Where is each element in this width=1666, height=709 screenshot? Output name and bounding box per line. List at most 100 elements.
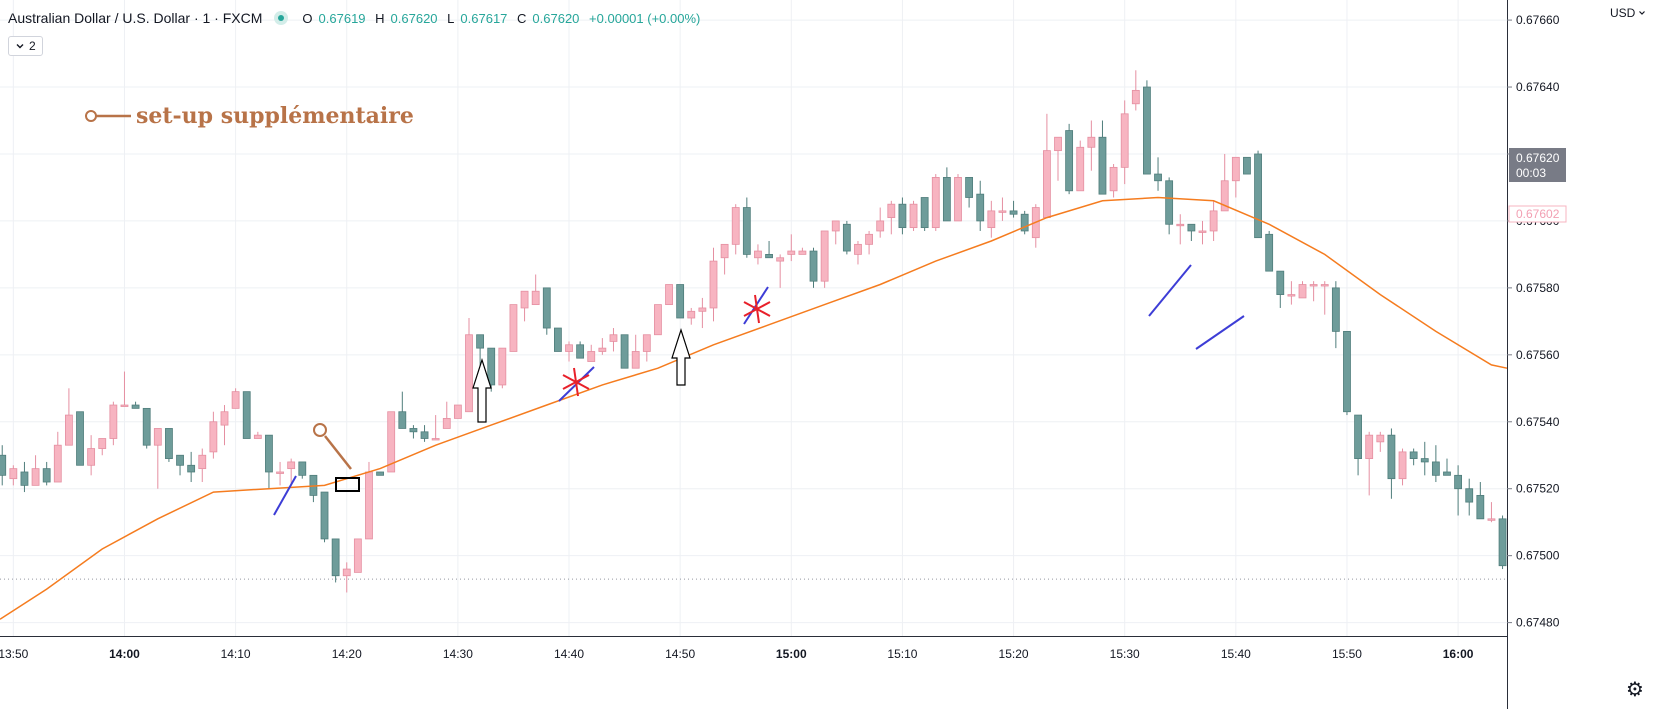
candle-down — [176, 454, 184, 476]
candle-down — [942, 167, 951, 222]
high-value: 0.67620 — [390, 10, 438, 26]
candle-down — [576, 341, 585, 359]
chevron-down-icon — [1639, 11, 1646, 15]
candle-up — [453, 404, 462, 419]
candle-down — [1465, 478, 1474, 516]
candle-body — [1287, 294, 1296, 297]
candle-body — [1265, 233, 1274, 272]
ma-price-value: 0.67602 — [1516, 207, 1560, 221]
candle-up — [987, 200, 996, 238]
price-tick-label: 0.67480 — [1516, 616, 1560, 630]
candle-down — [309, 474, 318, 503]
candle-body — [0, 454, 7, 476]
candle-up — [876, 207, 885, 238]
candle-body — [331, 538, 340, 577]
candle-body — [87, 448, 96, 466]
candle-down — [1331, 281, 1340, 349]
candle-body — [1476, 495, 1485, 520]
candle-body — [1309, 284, 1318, 287]
time-tick-label: 15:30 — [1110, 647, 1140, 661]
lollipop-marker-icon — [85, 110, 97, 122]
time-tick-label: 13:50 — [0, 647, 29, 661]
candle-body — [1465, 488, 1474, 503]
candle-body — [387, 411, 396, 473]
ohlc-values: O 0.67619 H 0.67620 L 0.67617 C 0.67620 +0.0… — [302, 11, 700, 26]
candle-up — [820, 230, 829, 288]
chevron-down-icon — [16, 44, 24, 49]
candle-body — [954, 177, 962, 222]
candle-up — [687, 307, 696, 325]
candle-body — [809, 250, 818, 282]
candle-body — [120, 404, 129, 407]
candle-body — [1020, 213, 1029, 232]
candle-down — [809, 247, 818, 288]
candle-body — [453, 404, 462, 419]
candle-body — [431, 438, 440, 441]
candle-down — [1187, 223, 1196, 242]
candle-body — [442, 418, 451, 429]
candle-up — [1042, 113, 1051, 218]
open-value: 0.67619 — [318, 10, 366, 26]
candle-up — [565, 341, 573, 362]
candle-up — [998, 197, 1007, 221]
candle-body — [787, 250, 796, 255]
candle-body — [931, 177, 940, 229]
candle-body — [1498, 518, 1507, 567]
candle-body — [53, 444, 62, 483]
currency-selector[interactable]: USD — [1610, 6, 1646, 20]
candle-up — [609, 328, 618, 352]
candle-body — [765, 253, 773, 259]
candle-body — [998, 210, 1007, 213]
candle-body — [109, 404, 118, 439]
candle-body — [1298, 284, 1307, 299]
candle-body — [487, 347, 496, 386]
low-value: 0.67617 — [460, 10, 508, 26]
candle-body — [9, 468, 18, 480]
time-tick-label: 15:50 — [1332, 647, 1362, 661]
candle-up — [442, 401, 451, 429]
price-tick-label: 0.67560 — [1516, 348, 1560, 362]
candle-body — [1143, 86, 1151, 175]
candle-body — [1331, 287, 1340, 332]
candle-body — [1409, 451, 1418, 459]
candle-body — [887, 203, 896, 218]
symbol-title[interactable]: Australian Dollar / U.S. Dollar · 1 · FX… — [8, 10, 263, 26]
time-tick-label: 14:40 — [554, 647, 584, 661]
gear-icon[interactable]: ⚙ — [1626, 679, 1644, 701]
candle-down — [1454, 465, 1463, 516]
candle-body — [1009, 210, 1018, 215]
price-tick-label: 0.67640 — [1516, 80, 1560, 94]
candle-body — [965, 177, 974, 198]
time-tick-label: 15:00 — [776, 647, 807, 661]
candle-down — [76, 411, 84, 466]
candle-body — [42, 468, 51, 483]
candle-body — [131, 404, 140, 409]
candle-down — [1098, 120, 1107, 195]
candle-body — [831, 220, 840, 232]
candle-body — [1076, 146, 1085, 192]
candle-up — [353, 538, 362, 573]
candle-up — [498, 347, 507, 389]
candle-down — [42, 461, 51, 486]
candle-body — [1243, 156, 1251, 175]
time-tick-label: 14:50 — [665, 647, 695, 661]
candle-body — [654, 304, 662, 336]
candle-up — [1087, 120, 1096, 171]
blue-trend-line — [1195, 315, 1245, 350]
candle-down — [1165, 177, 1174, 235]
candle-body — [742, 207, 751, 255]
candle-body — [153, 428, 162, 446]
indicators-collapse-button[interactable]: 2 — [8, 36, 43, 56]
candle-down — [1009, 200, 1018, 218]
candle-up — [431, 415, 440, 441]
currency-label: USD — [1610, 6, 1636, 20]
indicator-count: 2 — [29, 39, 36, 53]
candle-down — [1387, 428, 1396, 499]
candle-up — [1054, 136, 1062, 181]
candle-down — [898, 197, 907, 235]
candle-down — [376, 471, 384, 476]
time-tick-label: 14:10 — [221, 647, 251, 661]
candle-down — [265, 434, 273, 489]
candle-body — [1398, 451, 1407, 480]
